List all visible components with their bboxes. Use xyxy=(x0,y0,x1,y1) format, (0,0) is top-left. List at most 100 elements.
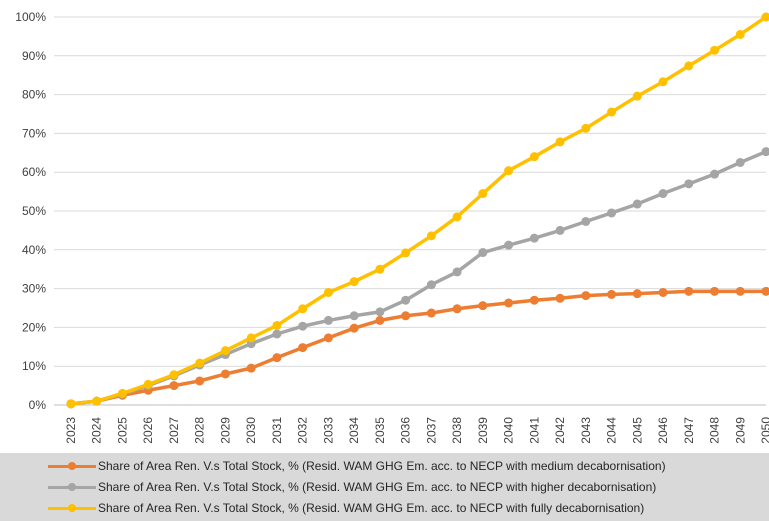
x-tick-label: 2023 xyxy=(64,417,78,444)
series-layer xyxy=(66,12,769,409)
series-line xyxy=(69,15,768,406)
data-point xyxy=(66,399,76,409)
series-line xyxy=(69,289,768,406)
data-point xyxy=(298,343,308,353)
data-point xyxy=(735,286,745,296)
data-point xyxy=(298,304,308,314)
x-tick-label: 2040 xyxy=(502,417,516,444)
y-tick-label: 80% xyxy=(22,88,46,102)
data-point xyxy=(529,152,539,162)
x-tick-label: 2037 xyxy=(424,417,438,444)
data-point xyxy=(632,91,642,101)
x-axis: 2023 2024 2025 2026 2027 2028 2029 2030 2031 2032… xyxy=(64,417,769,444)
data-point xyxy=(504,298,514,308)
data-point xyxy=(195,358,205,368)
legend-item-higher: Share of Area Ren. V.s Total Stock, % (R… xyxy=(48,477,656,497)
legend: Share of Area Ren. V.s Total Stock, % (R… xyxy=(0,453,769,521)
data-point xyxy=(555,137,565,147)
x-tick-label: 2032 xyxy=(296,417,310,444)
data-point xyxy=(607,208,617,218)
x-tick-label: 2046 xyxy=(656,417,670,444)
data-point xyxy=(555,225,565,235)
data-point xyxy=(349,277,359,287)
data-point xyxy=(426,231,436,241)
data-point xyxy=(735,158,745,167)
data-point xyxy=(684,179,694,189)
x-tick-label: 2034 xyxy=(347,417,361,444)
data-point xyxy=(632,289,642,299)
data-point xyxy=(452,212,462,222)
data-point xyxy=(246,333,256,343)
legend-label-fully: Share of Area Ren. V.s Total Stock, % (R… xyxy=(98,501,645,515)
data-point xyxy=(426,308,436,318)
data-point xyxy=(220,369,230,379)
data-point xyxy=(607,289,617,299)
legend-swatch-medium xyxy=(48,461,96,471)
x-tick-label: 2039 xyxy=(476,417,490,444)
data-point xyxy=(117,388,127,398)
series-1 xyxy=(66,147,769,409)
data-point xyxy=(375,264,385,274)
data-point xyxy=(92,396,102,406)
x-tick-label: 2033 xyxy=(321,417,335,444)
data-point xyxy=(143,379,153,389)
data-point xyxy=(323,287,333,297)
x-tick-label: 2030 xyxy=(244,417,258,444)
data-point xyxy=(169,370,179,380)
data-point xyxy=(529,295,539,305)
x-tick-label: 2050 xyxy=(759,417,769,444)
data-point xyxy=(710,45,720,55)
legend-swatch-fully xyxy=(48,503,96,513)
data-point xyxy=(581,216,591,226)
data-point xyxy=(349,311,359,321)
y-tick-label: 40% xyxy=(22,243,46,257)
data-point xyxy=(195,376,205,386)
data-point xyxy=(478,248,488,258)
legend-label-higher: Share of Area Ren. V.s Total Stock, % (R… xyxy=(98,480,657,494)
data-point xyxy=(401,295,411,305)
data-point xyxy=(658,77,668,87)
series-2 xyxy=(66,12,769,409)
y-tick-label: 30% xyxy=(22,282,46,296)
x-tick-label: 2048 xyxy=(708,417,722,444)
legend-label-medium: Share of Area Ren. V.s Total Stock, % (R… xyxy=(98,459,666,473)
y-tick-label: 0% xyxy=(29,398,47,412)
y-tick-label: 20% xyxy=(22,320,46,334)
x-tick-label: 2049 xyxy=(733,417,747,444)
grid-layer xyxy=(54,16,766,406)
data-point xyxy=(761,12,769,22)
x-tick-label: 2035 xyxy=(373,417,387,444)
data-point xyxy=(735,29,745,39)
data-point xyxy=(452,267,462,277)
y-tick-label: 50% xyxy=(22,204,46,218)
data-point xyxy=(684,61,694,71)
x-tick-label: 2028 xyxy=(193,417,207,444)
y-tick-label: 90% xyxy=(22,49,46,63)
data-point xyxy=(555,293,565,303)
x-tick-label: 2041 xyxy=(527,417,541,444)
data-point xyxy=(272,329,282,339)
data-point xyxy=(220,346,230,356)
data-point xyxy=(478,301,488,311)
data-point xyxy=(375,315,385,325)
data-point xyxy=(478,189,488,199)
data-point xyxy=(169,381,179,391)
data-point xyxy=(272,320,282,330)
data-point xyxy=(710,169,720,179)
x-tick-label: 2025 xyxy=(115,417,129,444)
x-tick-label: 2026 xyxy=(141,417,155,444)
data-point xyxy=(632,199,642,209)
data-point xyxy=(607,107,617,117)
data-point xyxy=(658,287,668,297)
x-tick-label: 2027 xyxy=(167,417,181,444)
x-tick-label: 2029 xyxy=(218,417,232,444)
data-point xyxy=(375,307,385,317)
data-point xyxy=(323,315,333,325)
x-tick-label: 2031 xyxy=(270,417,284,444)
data-point xyxy=(426,280,436,290)
line-chart-plot: 0%10%20%30%40%50%60%70%80%90%100% 2023 20… xyxy=(15,10,769,444)
y-tick-label: 70% xyxy=(22,126,46,140)
data-point xyxy=(246,363,256,373)
data-point xyxy=(401,248,411,258)
